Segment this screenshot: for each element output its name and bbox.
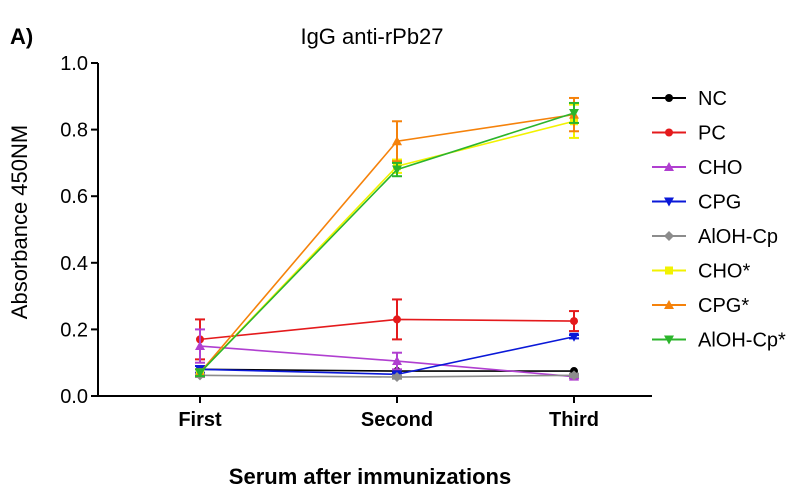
series-cho- <box>195 103 579 378</box>
legend-marker <box>664 197 674 207</box>
data-point <box>195 341 205 351</box>
data-point <box>392 372 402 383</box>
legend-item: AlOH-Cp <box>652 226 778 248</box>
legend-label: CHO <box>698 157 742 179</box>
legend-label: AlOH-Cp* <box>698 330 786 352</box>
legend-item: NC <box>652 88 727 110</box>
legend-label: CPG <box>698 192 741 214</box>
y-tick-label: 0.0 <box>60 386 88 408</box>
series-line <box>199 318 575 341</box>
y-ticks: 0.0 0.2 0.4 0.6 0.8 1.0 <box>60 53 98 408</box>
x-ticks: First Second Third <box>178 396 599 431</box>
series-line <box>199 335 575 376</box>
legend-label: CHO* <box>698 261 750 283</box>
data-point <box>392 165 402 175</box>
legend-item: CHO <box>652 157 742 179</box>
legend-marker <box>664 300 674 309</box>
y-axis-label: Absorbance 450NM <box>7 125 32 319</box>
series-cho <box>195 328 579 381</box>
data-point <box>195 368 205 378</box>
legend-label: PC <box>698 123 726 145</box>
axes <box>97 63 652 397</box>
legend-item: AlOH-Cp* <box>652 330 786 352</box>
legend-marker <box>665 94 673 102</box>
chart-title: IgG anti-rPb27 <box>300 24 443 49</box>
series-line <box>199 120 575 374</box>
legend-marker <box>664 162 674 171</box>
y-tick-label: 1.0 <box>60 53 88 75</box>
y-tick-label: 0.4 <box>60 253 88 275</box>
data-point <box>392 136 402 146</box>
legend: NC PC CHO CPG AlOH-Cp CHO* CPG* AlOH-Cp* <box>652 88 786 352</box>
legend-label: AlOH-Cp <box>698 226 778 248</box>
legend-marker <box>665 266 673 275</box>
legend-item: CPG <box>652 192 741 214</box>
series-line <box>199 374 575 378</box>
x-tick-label: Second <box>361 409 433 431</box>
x-axis-label: Serum after immunizations <box>229 464 511 489</box>
legend-item: CPG* <box>652 295 749 317</box>
legend-marker <box>665 128 673 137</box>
legend-item: PC <box>652 123 726 145</box>
data-point <box>393 315 401 324</box>
x-tick-label: First <box>178 409 222 431</box>
legend-item: CHO* <box>652 261 750 283</box>
y-tick-label: 0.6 <box>60 186 88 208</box>
series-aloh-cp- <box>195 101 579 378</box>
data-point <box>569 108 579 118</box>
data-point <box>569 370 579 381</box>
y-tick-label: 0.2 <box>60 319 88 341</box>
series-line <box>199 345 575 378</box>
y-tick-label: 0.8 <box>60 120 88 142</box>
legend-marker <box>664 231 674 241</box>
panel-label: A) <box>10 24 33 49</box>
legend-label: NC <box>698 88 727 110</box>
series-cpg- <box>195 96 579 378</box>
data-point <box>570 317 578 326</box>
x-tick-label: Third <box>549 409 599 431</box>
legend-label: CPG* <box>698 295 749 317</box>
series-layer <box>195 96 579 383</box>
data-point <box>392 356 402 366</box>
legend-marker <box>664 335 674 345</box>
data-point <box>569 332 579 342</box>
